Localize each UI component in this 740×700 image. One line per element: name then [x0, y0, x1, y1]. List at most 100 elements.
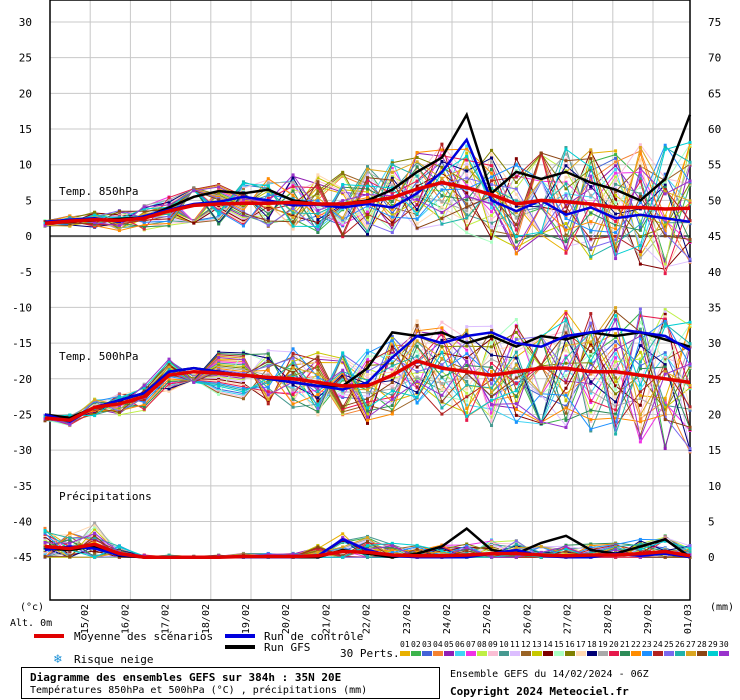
- ensemble-member-point: [514, 252, 518, 256]
- ensemble-member-point: [490, 156, 494, 160]
- ensemble-member-point: [266, 177, 270, 181]
- y-tick-label-left: 5: [25, 194, 32, 207]
- pert-color-swatch: [466, 651, 476, 656]
- ensemble-member-point: [688, 199, 692, 203]
- ensemble-member-point: [614, 352, 618, 356]
- axis-unit-label: (mm): [710, 602, 734, 613]
- ensemble-member-point: [614, 306, 618, 310]
- ensemble-member-point: [291, 350, 295, 354]
- ensemble-member-point: [589, 391, 593, 395]
- ensemble-member-point: [316, 205, 320, 209]
- ensemble-member-point: [638, 145, 642, 149]
- ensemble-member-point: [638, 152, 642, 156]
- ensemble-member-point: [514, 356, 518, 360]
- ensemble-member-point: [390, 399, 394, 403]
- ensemble-member-point: [614, 179, 618, 183]
- ensemble-member-point: [614, 242, 618, 246]
- ensemble-member-point: [663, 351, 667, 355]
- ensemble-member-point: [589, 419, 593, 423]
- ensemble-member-point: [688, 342, 692, 346]
- ensemble-member-point: [465, 352, 469, 356]
- ensemble-member-point: [614, 193, 618, 197]
- ensemble-member-point: [614, 360, 618, 364]
- y-tick-label-right: 65: [708, 87, 721, 100]
- ensemble-member-point: [390, 404, 394, 408]
- ensemble-member-point: [142, 218, 146, 222]
- ensemble-member-point: [564, 246, 568, 250]
- x-tick-label: 22/02: [362, 604, 373, 634]
- ensemble-member-point: [366, 421, 369, 425]
- ensemble-member-point: [638, 542, 642, 546]
- ensemble-member-point: [614, 318, 618, 322]
- ensemble-member-point: [241, 356, 245, 360]
- ensemble-member-point: [366, 400, 369, 404]
- ensemble-member-point: [589, 193, 593, 197]
- ensemble-member-point: [465, 375, 469, 379]
- ensemble-member-point: [43, 541, 47, 545]
- ensemble-member-point: [390, 339, 394, 343]
- y-tick-label-left: -5: [19, 266, 32, 279]
- ensemble-member-point: [241, 216, 245, 220]
- ensemble-member-point: [266, 223, 270, 227]
- ensemble-member-point: [316, 396, 320, 400]
- ensemble-member-point: [539, 391, 543, 395]
- ensemble-member-point: [663, 192, 667, 196]
- ensemble-member-point: [589, 427, 593, 431]
- ensemble-member-point: [564, 180, 568, 184]
- y-tick-label-right: 40: [708, 266, 721, 279]
- ensemble-member-point: [564, 245, 568, 249]
- ensemble-member-point: [366, 232, 369, 236]
- ensemble-member-point: [366, 406, 369, 410]
- ensemble-member-point: [440, 381, 444, 385]
- ensemble-member-point: [589, 389, 593, 393]
- ensemble-member-point: [465, 165, 469, 169]
- ensemble-member-point: [241, 395, 245, 399]
- ensemble-member-point: [564, 392, 568, 396]
- pert-id-label: 06: [455, 640, 465, 649]
- ensemble-member-point: [663, 312, 667, 316]
- pert-color-swatch: [477, 651, 487, 656]
- ensemble-member-point: [564, 329, 568, 333]
- ensemble-member-point: [341, 555, 345, 559]
- ensemble-member-point: [490, 382, 494, 386]
- ensemble-member-point: [589, 342, 593, 346]
- ensemble-member-point: [167, 212, 171, 216]
- ensemble-member-point: [614, 432, 618, 436]
- ensemble-member-point: [241, 354, 245, 358]
- ensemble-member-point: [68, 541, 72, 545]
- ensemble-member-point: [614, 428, 618, 432]
- ensemble-member-point: [390, 186, 394, 190]
- ensemble-member-point: [465, 368, 469, 372]
- ensemble-member-point: [490, 206, 494, 210]
- ensemble-member-point: [465, 198, 469, 202]
- pert-color-swatch: [576, 651, 586, 656]
- ensemble-member-point: [663, 322, 667, 326]
- x-tick-label: 18/02: [201, 604, 212, 634]
- ensemble-member-point: [390, 376, 394, 380]
- ensemble-member-point: [291, 372, 295, 376]
- ensemble-member-point: [241, 181, 245, 185]
- ensemble-member-point: [614, 175, 618, 179]
- ensemble-member-point: [415, 212, 419, 216]
- ensemble-member-point: [390, 203, 394, 207]
- ensemble-member-point: [589, 361, 593, 365]
- ensemble-member-point: [638, 177, 642, 181]
- ensemble-member-point: [440, 338, 444, 342]
- ensemble-member-point: [316, 361, 320, 365]
- pert-color-swatch: [400, 651, 410, 656]
- ensemble-member-point: [390, 551, 394, 555]
- ensemble-member-point: [564, 226, 568, 230]
- ensemble-member-point: [68, 554, 72, 558]
- ensemble-member-point: [638, 420, 642, 424]
- ensemble-member-point: [241, 353, 245, 357]
- ensemble-member-point: [341, 554, 345, 558]
- ensemble-member-point: [316, 386, 320, 390]
- ensemble-member-point: [638, 307, 642, 311]
- plot-area: [50, 0, 690, 600]
- ensemble-member-point: [415, 395, 419, 399]
- ensemble-member-point: [663, 272, 667, 276]
- ensemble-member-point: [291, 359, 295, 363]
- ensemble-member-point: [93, 549, 97, 553]
- ensemble-member-point: [440, 165, 444, 169]
- ensemble-member-point: [465, 359, 469, 363]
